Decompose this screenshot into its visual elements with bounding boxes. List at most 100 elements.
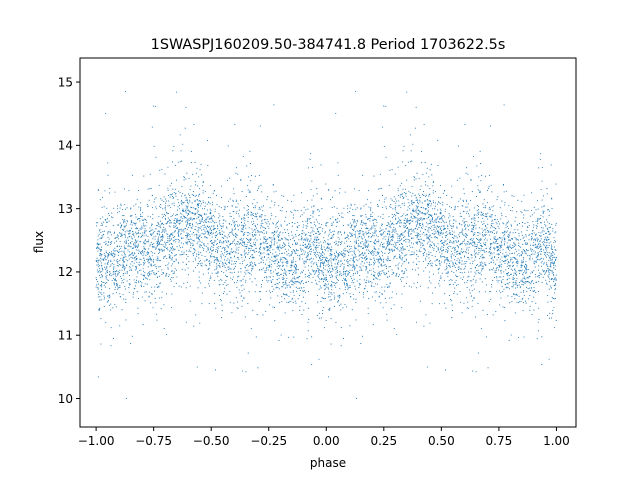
data-point bbox=[456, 253, 458, 256]
data-point bbox=[521, 298, 523, 300]
data-point bbox=[234, 265, 236, 267]
data-point bbox=[450, 241, 452, 243]
data-point bbox=[269, 276, 272, 278]
data-point bbox=[395, 274, 397, 276]
data-point bbox=[537, 208, 539, 210]
data-point bbox=[534, 290, 536, 292]
data-point bbox=[397, 222, 399, 224]
data-point bbox=[555, 319, 557, 321]
data-point bbox=[326, 284, 328, 286]
data-point bbox=[229, 262, 231, 264]
data-point bbox=[373, 246, 375, 248]
data-point bbox=[485, 231, 487, 233]
data-point bbox=[475, 245, 477, 248]
data-point bbox=[395, 198, 397, 200]
data-point bbox=[293, 217, 295, 219]
data-point bbox=[135, 239, 137, 241]
data-point bbox=[482, 257, 484, 259]
data-point bbox=[154, 231, 156, 233]
data-point bbox=[383, 236, 385, 238]
data-point bbox=[257, 187, 259, 189]
data-point bbox=[473, 207, 475, 209]
data-point bbox=[356, 207, 358, 209]
data-point bbox=[368, 263, 370, 265]
data-point bbox=[399, 194, 401, 196]
data-point bbox=[479, 245, 481, 247]
data-point bbox=[145, 241, 148, 243]
data-point bbox=[205, 232, 207, 234]
data-point bbox=[335, 276, 337, 278]
data-point bbox=[429, 234, 431, 236]
data-point bbox=[207, 220, 209, 223]
data-point bbox=[170, 207, 172, 209]
data-point bbox=[459, 268, 461, 270]
data-point bbox=[471, 225, 473, 227]
data-point bbox=[416, 224, 418, 226]
data-point bbox=[131, 269, 133, 272]
data-point bbox=[414, 269, 416, 271]
data-point bbox=[302, 253, 304, 255]
data-point bbox=[122, 257, 124, 259]
data-point bbox=[352, 257, 354, 259]
data-point bbox=[327, 235, 329, 237]
data-point bbox=[388, 286, 390, 288]
data-point bbox=[250, 211, 252, 213]
data-point bbox=[537, 223, 539, 225]
data-point bbox=[352, 218, 354, 220]
data-point bbox=[537, 321, 539, 323]
data-point bbox=[429, 200, 431, 202]
data-point bbox=[108, 241, 110, 243]
data-point bbox=[430, 252, 432, 254]
data-point bbox=[491, 191, 493, 193]
data-point bbox=[360, 256, 362, 259]
data-point bbox=[456, 260, 458, 262]
data-point bbox=[344, 271, 346, 273]
data-point bbox=[155, 208, 157, 210]
data-point bbox=[132, 296, 134, 298]
data-point bbox=[305, 220, 307, 222]
data-point bbox=[450, 207, 453, 209]
data-point bbox=[451, 242, 453, 244]
data-point bbox=[128, 230, 130, 232]
data-point bbox=[235, 234, 237, 236]
data-point bbox=[307, 275, 310, 277]
data-point bbox=[264, 247, 266, 249]
data-point bbox=[542, 227, 544, 229]
data-point bbox=[328, 265, 331, 267]
data-point bbox=[407, 209, 409, 211]
data-point bbox=[165, 274, 167, 276]
data-point bbox=[211, 233, 213, 235]
data-point bbox=[275, 227, 277, 229]
data-point bbox=[205, 218, 207, 220]
data-point bbox=[406, 91, 408, 93]
data-point bbox=[483, 235, 485, 237]
data-point bbox=[208, 226, 211, 228]
data-point bbox=[510, 273, 513, 275]
data-point bbox=[523, 281, 525, 283]
data-point bbox=[141, 216, 143, 218]
data-point bbox=[169, 196, 171, 198]
data-point bbox=[123, 266, 125, 268]
data-point bbox=[550, 263, 552, 265]
data-point bbox=[440, 250, 443, 252]
data-point bbox=[199, 322, 201, 324]
data-point bbox=[250, 221, 252, 223]
data-point bbox=[322, 264, 325, 266]
data-point bbox=[259, 298, 262, 300]
data-point bbox=[259, 247, 261, 249]
data-point bbox=[505, 190, 507, 192]
data-point bbox=[418, 223, 420, 225]
data-point bbox=[480, 327, 482, 329]
data-point bbox=[429, 169, 431, 171]
data-point bbox=[360, 236, 362, 238]
data-point bbox=[416, 250, 418, 252]
data-point bbox=[177, 199, 179, 201]
data-point bbox=[519, 281, 521, 284]
data-point bbox=[277, 287, 279, 289]
data-point bbox=[139, 280, 141, 282]
data-point bbox=[250, 263, 252, 265]
data-point bbox=[215, 265, 217, 267]
data-point bbox=[96, 246, 99, 248]
data-point bbox=[266, 231, 268, 233]
data-point bbox=[263, 232, 265, 234]
